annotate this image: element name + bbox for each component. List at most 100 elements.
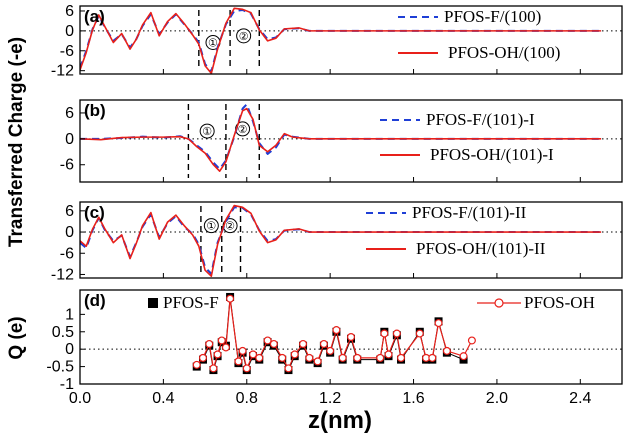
panel-label: (a) <box>84 7 105 26</box>
data-point-circle <box>305 353 314 362</box>
data-point-circle <box>242 364 251 373</box>
y-tick-label: -1 <box>60 376 74 393</box>
data-point-circle <box>221 343 230 352</box>
data-point-circle <box>226 294 235 303</box>
region-label: ② <box>239 31 249 43</box>
x-tick-label: 0.4 <box>152 390 174 407</box>
y-tick-label: 0 <box>65 224 74 241</box>
data-point-circle <box>213 350 222 359</box>
data-point-circle <box>209 364 218 373</box>
legend-marker-pfos-oh <box>494 298 504 308</box>
x-axis-label: z(nm) <box>308 407 372 433</box>
x-tick-label: 0.8 <box>236 390 258 407</box>
data-point-circle <box>397 353 406 362</box>
legend-label-oh: PFOS-OH/(101)-II <box>416 239 546 258</box>
region-label: ② <box>225 221 235 233</box>
panel-label: (d) <box>84 291 106 310</box>
y-axis-label-q: Q (e) <box>6 316 27 359</box>
data-point-circle <box>326 346 335 355</box>
panel-2: ① ② 6 0 -6 (b) PFOS-F/(101)-I PFOS-OH/(101)-I <box>60 99 623 183</box>
series-group <box>80 204 602 278</box>
region-label: ① <box>202 126 212 138</box>
data-point-circle <box>278 353 287 362</box>
legend-label-oh: PFOS-OH/(101)-I <box>430 145 554 164</box>
y-tick-label: 0.5 <box>52 324 74 341</box>
y-tick-label: 0 <box>65 131 74 148</box>
y-tick-label: 0 <box>65 23 74 40</box>
data-point-circle <box>428 353 437 362</box>
data-point-circle <box>319 339 328 348</box>
y-tick-label: -6 <box>60 245 74 262</box>
panel-label: (b) <box>84 101 106 120</box>
data-point-circle <box>234 357 243 366</box>
series-group <box>192 292 476 375</box>
data-point-circle <box>467 336 476 345</box>
plot-frame <box>79 99 623 183</box>
y-tick-label: 6 <box>65 105 74 122</box>
data-point-circle <box>205 339 214 348</box>
x-tick-label: 2.0 <box>486 390 508 407</box>
y-tick-label: -6 <box>60 43 74 60</box>
data-point-circle <box>255 353 264 362</box>
y-tick-label: -12 <box>51 266 74 283</box>
data-point-circle <box>192 360 201 369</box>
x-tick-label: 0.0 <box>69 390 91 407</box>
series-group <box>80 7 602 74</box>
panel-1: ① ② 6 0 -6 -12 (a) PFOS-F/(100) PFOS-OH/(100) <box>51 3 623 80</box>
legend-label-f: PFOS-F/(101)-II <box>412 203 527 222</box>
region-label: ② <box>238 124 248 136</box>
y-tick-label: -6 <box>60 157 74 174</box>
y-tick-label: 6 <box>65 3 74 20</box>
y-tick-label: 0 <box>65 341 74 358</box>
series-line-PFOS-OH/(101)-I <box>80 107 602 173</box>
x-tick-label: 1.6 <box>402 390 424 407</box>
region-marker-circle <box>199 123 215 139</box>
legend-label-f: PFOS-F/(100) <box>444 7 541 26</box>
data-point-circle <box>217 336 226 345</box>
data-point-circle <box>434 319 443 328</box>
region-marker-circle <box>236 28 252 44</box>
data-point-circle <box>442 346 451 355</box>
data-point-circle <box>263 336 272 345</box>
data-point-circle <box>269 339 278 348</box>
data-point-circle <box>290 350 299 359</box>
data-point-circle <box>384 350 393 359</box>
data-point-circle <box>338 353 347 362</box>
x-tick-label: 2.4 <box>569 390 591 407</box>
data-point-circle <box>332 326 341 335</box>
data-point-circle <box>284 364 293 373</box>
data-point-circle <box>249 350 258 359</box>
legend-label-f: PFOS-F/(101)-I <box>426 110 535 129</box>
plot-frame <box>79 201 623 279</box>
series-line-PFOS-OH/(100) <box>80 7 602 74</box>
data-point-circle <box>299 339 308 348</box>
data-point-circle <box>347 333 356 342</box>
x-tick-label: 1.2 <box>319 390 341 407</box>
data-point-circle <box>198 353 207 362</box>
panel-4: 0.0 0.4 0.8 1.2 1.6 2.0 2.4 10.50-0.5-1 (d) PFOS-… <box>46 289 623 407</box>
y-tick-label: 1 <box>65 306 74 323</box>
plot-frame <box>79 5 623 75</box>
data-point-circle <box>313 357 322 366</box>
panel-3: ① ② 6 0 -6 -12 (c) PFOS-F/(101)-II PFOS-OH/(101)… <box>51 201 623 283</box>
data-point-circle <box>380 329 389 338</box>
data-point-circle <box>238 346 247 355</box>
legend-label-pfos-f: PFOS-F <box>163 293 219 312</box>
legend-swatch-pfos-f <box>148 298 158 308</box>
series-group <box>80 103 602 173</box>
y-axis-label-transferred-charge: Transferred Charge (-e) <box>6 37 27 247</box>
data-point-circle <box>353 353 362 362</box>
data-point-circle <box>376 353 385 362</box>
region-label: ① <box>208 37 218 49</box>
chart-panels: ① ② 6 0 -6 -12 (a) PFOS-F/(100) PFOS-OH/(100) ① ② 6… <box>46 3 623 407</box>
data-point-circle <box>392 329 401 338</box>
data-point-circle <box>415 329 424 338</box>
series-line-PFOS-OH/(101)-II <box>80 204 602 278</box>
y-tick-label: -12 <box>51 63 74 80</box>
region-marker-circle <box>203 218 219 234</box>
legend-label-oh: PFOS-OH/(100) <box>448 43 560 62</box>
plot-frame <box>79 289 623 385</box>
y-tick-label: 6 <box>65 203 74 220</box>
legend-label-pfos-oh: PFOS-OH <box>524 293 595 312</box>
